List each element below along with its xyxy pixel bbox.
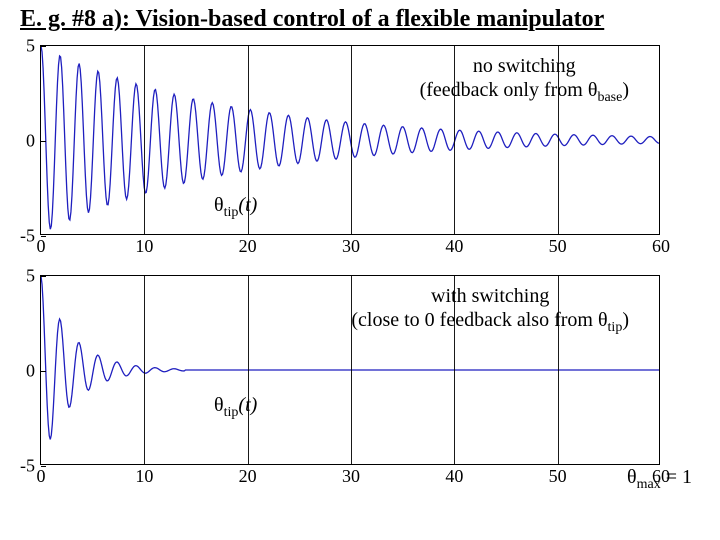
xtick-label: 10 <box>135 464 153 487</box>
xtick-label: 40 <box>445 234 463 257</box>
theta-max-note: max = 1 <box>627 466 692 493</box>
bottom-annot-main: with switching (close to 0 feedback also… <box>351 284 629 337</box>
gridline <box>558 46 559 234</box>
bottom-annot-curve: tip(t) <box>214 393 257 422</box>
top-annot-curve: tip(t) <box>214 193 257 222</box>
xtick-label: 30 <box>342 464 360 487</box>
xtick-label: 0 <box>37 464 46 487</box>
top-annot-main: no switching (feedback only from base) <box>420 54 629 107</box>
gridline <box>248 46 249 234</box>
gridline <box>454 46 455 234</box>
xtick-label: 0 <box>37 234 46 257</box>
gridline <box>144 276 145 464</box>
gridline <box>454 276 455 464</box>
gridline <box>248 276 249 464</box>
xtick-label: 50 <box>549 234 567 257</box>
xtick-label: 30 <box>342 234 360 257</box>
xtick-label: 60 <box>652 234 670 257</box>
gridline <box>351 276 352 464</box>
ytick-label: 5 <box>26 266 41 287</box>
ytick-label: 5 <box>26 36 41 57</box>
gridline <box>558 276 559 464</box>
xtick-label: 20 <box>239 464 257 487</box>
bottom-plot: with switching (close to 0 feedback also… <box>40 275 700 465</box>
xtick-label: 50 <box>549 464 567 487</box>
ytick-label: 0 <box>26 131 41 152</box>
xtick-label: 20 <box>239 234 257 257</box>
page-title: E. g. #8 a): Vision-based control of a f… <box>0 0 720 35</box>
xtick-label: 10 <box>135 234 153 257</box>
top-plot: no switching (feedback only from base) t… <box>40 45 700 235</box>
top-plot-area: no switching (feedback only from base) t… <box>40 45 660 235</box>
ytick-label: 0 <box>26 361 41 382</box>
xtick-label: 40 <box>445 464 463 487</box>
gridline <box>351 46 352 234</box>
bottom-plot-area: with switching (close to 0 feedback also… <box>40 275 660 465</box>
gridline <box>144 46 145 234</box>
